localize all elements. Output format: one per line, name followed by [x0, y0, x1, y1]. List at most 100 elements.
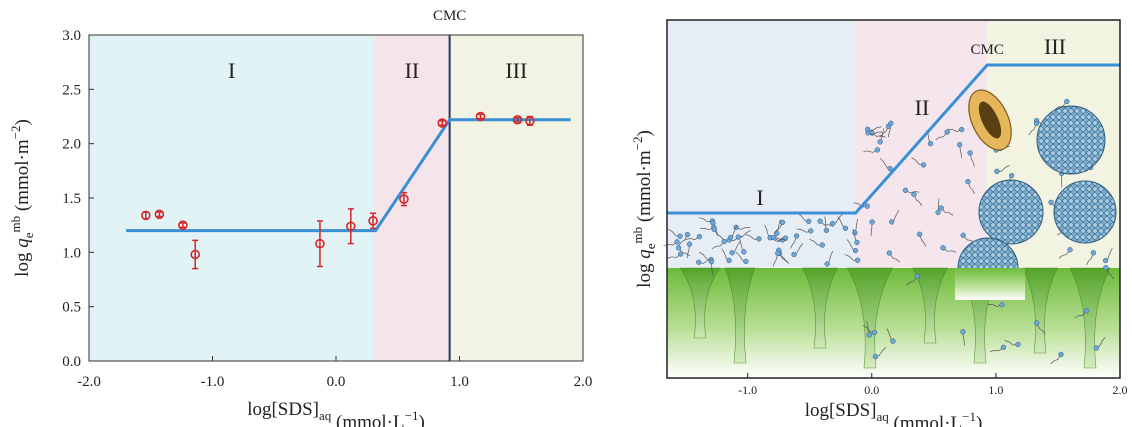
cmc-label: CMC: [433, 8, 466, 24]
surfactant-head: [866, 332, 872, 338]
surfactant-tail: [686, 244, 690, 258]
axis-label-part: log: [12, 248, 33, 277]
axis-label-part: (mmol·m: [634, 150, 655, 227]
surfactant-head: [874, 147, 881, 153]
x-tick-label: 2.0: [574, 374, 593, 390]
surfactant-tail: [678, 247, 691, 257]
surfactant-tail: [913, 194, 923, 206]
surfactant-head: [824, 261, 830, 267]
surfactant-tail: [663, 241, 678, 246]
surfactant-head: [852, 247, 859, 254]
axis-label-part: e: [21, 232, 36, 238]
surfactant-tail: [1074, 310, 1087, 319]
surfactant-head: [721, 238, 727, 245]
surfactant-tail: [711, 261, 713, 276]
y-tick-label: 1.0: [62, 245, 81, 261]
surfactant-head: [817, 218, 823, 224]
axis-label-part: log[SDS]: [805, 400, 877, 421]
surfactant-head: [741, 249, 747, 255]
surfactant-head: [756, 236, 762, 242]
surfactant-head: [959, 126, 965, 133]
error-bar: [370, 212, 377, 230]
y-tick-label: 1.5: [62, 191, 81, 207]
axis-label-part: log: [634, 259, 655, 288]
surfactant-head: [877, 139, 883, 145]
surfactant-tail: [942, 247, 957, 253]
surfactant-head: [889, 219, 895, 225]
surfactant-head: [1102, 257, 1109, 264]
x-tick-label: 1.0: [450, 374, 469, 390]
surfactant-head: [944, 129, 950, 135]
axis-label-part: (mmol·L: [889, 413, 962, 427]
surfactant-head: [726, 257, 732, 264]
surfactant-tail: [1086, 252, 1094, 266]
surfactant-head: [782, 235, 789, 241]
x-tick-label: -2.0: [77, 374, 101, 390]
region: [855, 20, 988, 268]
surfactant-head: [1048, 199, 1054, 206]
surfactant-head: [994, 168, 1000, 174]
y-tick-label: 0.5: [62, 300, 81, 316]
surfactant-tail: [1028, 123, 1037, 136]
surfactant-tail: [905, 189, 920, 194]
surfactant-head: [1064, 98, 1070, 105]
surfactant-tail: [712, 241, 725, 249]
error-bar: [192, 239, 199, 270]
data-point: [154, 209, 165, 220]
surfactant-tail: [779, 253, 790, 264]
surfactant-head: [1067, 247, 1073, 253]
surfactant-head: [791, 251, 797, 258]
micelle: [978, 179, 1044, 245]
cmc-label: CMC: [971, 42, 1004, 58]
surfactant-head: [1033, 120, 1040, 127]
axis-label: log[SDS]aq (mmol·L−1): [805, 400, 983, 427]
axis-label-part: ): [976, 413, 982, 427]
error-bar: [439, 120, 446, 126]
surfactant-head: [727, 234, 734, 241]
surfactant-head: [960, 329, 966, 335]
surfactant-head: [965, 178, 971, 185]
surfactant-head: [771, 234, 777, 241]
axis-label-part: q: [634, 249, 655, 259]
region-label: II: [915, 95, 930, 120]
surfactant-head: [819, 242, 825, 248]
surfactant-head: [805, 218, 812, 224]
surfactant-head: [1090, 250, 1097, 256]
surfactant-tail: [889, 252, 901, 263]
surfactant-tail: [906, 276, 918, 286]
micelle-mask: [955, 268, 1025, 300]
surfactant-tail: [969, 152, 975, 167]
surfactant-tail: [667, 253, 681, 259]
isotherm-line: [667, 63, 1120, 215]
axis-label: log qemb (mmol·m−2): [8, 119, 36, 277]
surfactant-head: [674, 239, 680, 245]
surfactant-head: [920, 162, 927, 168]
surfactant-head: [808, 228, 814, 234]
surfactant-head: [1034, 320, 1040, 326]
surfactant-head: [686, 241, 693, 247]
surfactant-tail: [773, 237, 788, 241]
surfactant-head: [1093, 345, 1099, 351]
surfactant-head: [775, 250, 781, 256]
surfactant-head: [940, 245, 946, 251]
surfactant-head: [935, 209, 941, 216]
data-point: [512, 114, 523, 125]
surfactant-head: [1015, 341, 1021, 348]
error-bar: [347, 208, 354, 245]
axis-label: log[SDS]aq (mmol·L−1): [247, 399, 425, 427]
surfactant-tail: [1105, 267, 1115, 280]
surfactant-head: [872, 353, 879, 360]
axis-label-part: mb: [8, 216, 23, 233]
axis-label-part: −1: [405, 408, 419, 423]
y-tick-label: 2.5: [62, 82, 81, 98]
fit-line: [126, 118, 571, 233]
axis-label-part: aq: [876, 409, 889, 424]
surfactant-tail: [990, 347, 1004, 353]
error-bar: [179, 222, 186, 229]
surfactant-tail: [772, 253, 779, 267]
x-tick-label: 1.0: [988, 383, 1003, 397]
axis-label-part: −2: [8, 126, 23, 140]
pore: [801, 267, 839, 349]
surfactant-tail: [790, 235, 797, 249]
surfactant-head: [677, 233, 683, 239]
